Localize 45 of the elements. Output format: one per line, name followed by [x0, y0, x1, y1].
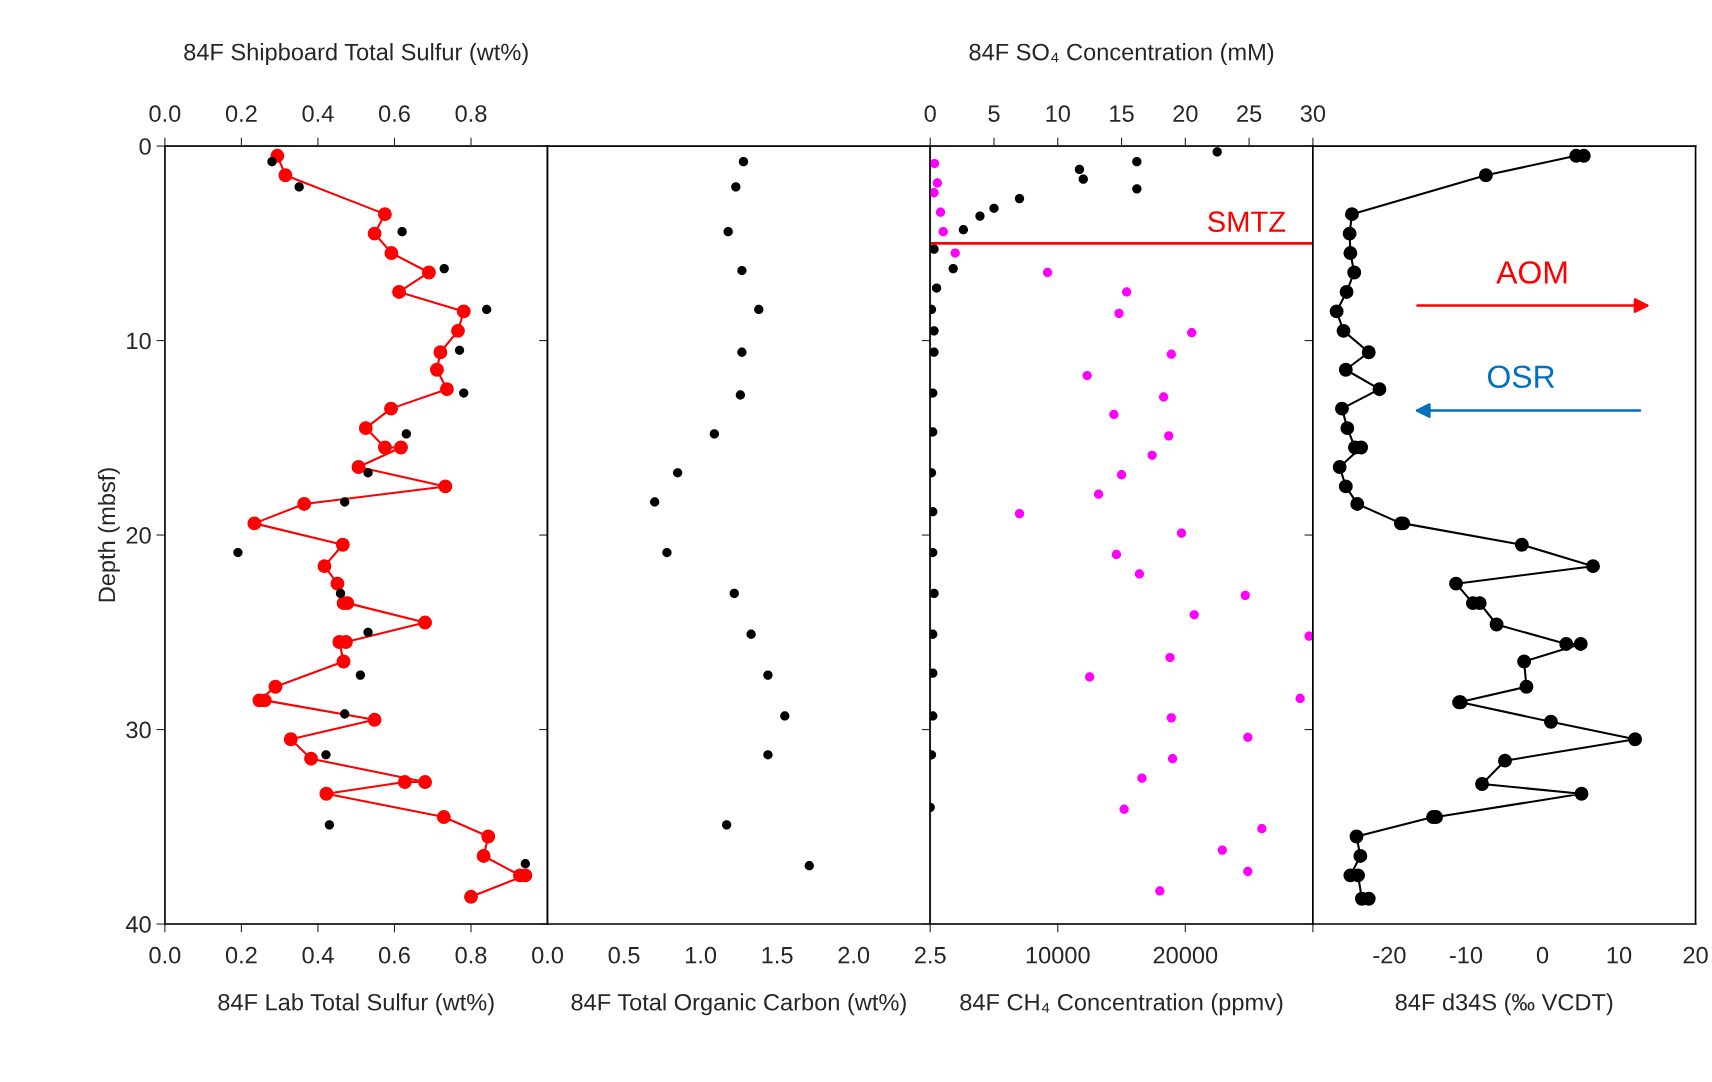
x-axis-title: 84F Lab Total Sulfur (wt%): [218, 993, 494, 1016]
x-tick-label: 0.5: [608, 946, 640, 964]
x2-tick-label: 0.4: [302, 105, 334, 122]
x-tick-label: 20: [1683, 946, 1708, 964]
x2-tick-label: 0.8: [455, 105, 487, 122]
annotation: OSR: [1487, 365, 1555, 389]
x-tick-label: 0.0: [149, 946, 181, 964]
x-axis-title: 84F CH₄ Concentration (ppmv): [960, 993, 1283, 1016]
x2-tick-label: 10: [1046, 105, 1070, 122]
x-tick-label: 2.0: [838, 946, 870, 964]
x2-tick-label: 0.0: [149, 105, 181, 122]
y-tick-label: 0: [139, 138, 151, 155]
x2-axis-title: 84F SO₄ Concentration (mM): [969, 43, 1274, 66]
ref-line-label: SMTZ: [1208, 211, 1286, 232]
x-axis-title: 84F Total Organic Carbon (wt%): [571, 993, 906, 1016]
x-tick-label: 20000: [1153, 946, 1218, 964]
x2-tick-label: 25: [1237, 105, 1262, 122]
x-tick-label: 0: [1536, 946, 1549, 964]
x2-tick-label: 5: [988, 105, 1000, 122]
x-tick-label: 10000: [1026, 946, 1090, 964]
x2-tick-label: 0.6: [378, 105, 410, 122]
x-tick-label: 1.5: [762, 947, 793, 964]
y-axis-title: Depth (mbsf): [97, 468, 120, 602]
x2-tick-label: 15: [1110, 105, 1134, 122]
x-tick-label: 0.8: [455, 946, 487, 964]
y-tick-label: 30: [126, 721, 151, 739]
y-tick-label: 10: [127, 332, 151, 350]
x-tick-label: 0.0: [532, 946, 564, 964]
x-tick-label: 2.5: [914, 946, 946, 964]
y-tick-label: 20: [126, 527, 151, 544]
x-axis-title: 84F d34S (‰ VCDT): [1395, 993, 1613, 1016]
x-tick-label: 1.0: [686, 946, 717, 964]
x2-tick-label: 20: [1173, 105, 1198, 122]
x-tick-label: -10: [1449, 946, 1483, 964]
x-tick-label: 0.2: [225, 946, 257, 964]
x2-tick-label: 0: [924, 105, 936, 122]
annotation: AOM: [1496, 261, 1567, 284]
x2-axis-title: 84F Shipboard Total Sulfur (wt%): [184, 43, 528, 66]
x-tick-label: 10: [1607, 946, 1632, 964]
y-tick-label: 40: [125, 916, 151, 933]
x-tick-label: 0.4: [302, 946, 334, 964]
x-tick-label: -20: [1373, 946, 1406, 964]
x2-tick-label: 0.2: [225, 105, 257, 122]
x2-tick-label: 30: [1300, 105, 1326, 122]
x-tick-label: 0.6: [378, 946, 410, 964]
